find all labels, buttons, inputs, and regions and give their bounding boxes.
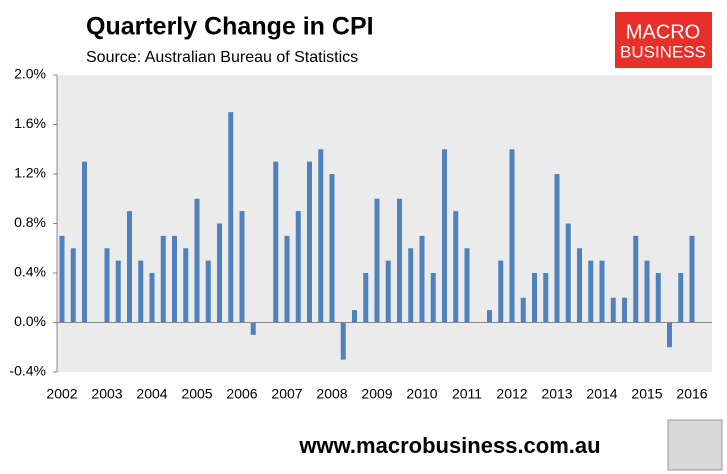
bar xyxy=(340,322,346,360)
bar xyxy=(453,211,459,323)
x-tick-label: 2008 xyxy=(316,386,347,402)
x-tick-label: 2013 xyxy=(541,386,572,402)
bar xyxy=(273,161,279,323)
bar xyxy=(70,248,76,323)
x-tick-label: 2015 xyxy=(631,386,662,402)
bar xyxy=(599,260,605,323)
bar xyxy=(318,149,324,323)
y-tick-label: 0.4% xyxy=(14,264,46,280)
plot-area xyxy=(57,75,712,372)
logo-box xyxy=(615,12,712,68)
bar xyxy=(667,322,672,348)
bar xyxy=(160,235,166,323)
y-tick-label: 2.0% xyxy=(14,66,46,82)
x-tick-label: 2003 xyxy=(91,386,122,402)
logo-text: MACRO xyxy=(626,21,700,43)
bar xyxy=(397,198,402,323)
bar xyxy=(138,260,144,323)
bar xyxy=(689,235,695,323)
x-tick-label: 2016 xyxy=(676,386,707,402)
bar xyxy=(419,235,425,323)
bar xyxy=(543,273,549,323)
bar xyxy=(194,198,200,323)
x-tick-label: 2002 xyxy=(46,386,77,402)
y-tick-label: 0.8% xyxy=(14,214,46,230)
bar xyxy=(678,273,684,323)
bar xyxy=(408,248,414,323)
logo: MACRO BUSINESS xyxy=(615,12,712,68)
bar xyxy=(149,273,155,323)
bar xyxy=(239,211,245,323)
x-tick-label: 2014 xyxy=(586,386,617,402)
y-tick-label: 1.6% xyxy=(14,115,46,131)
bar xyxy=(509,149,515,323)
bar xyxy=(172,235,177,323)
bar xyxy=(644,260,650,323)
bar xyxy=(577,248,582,323)
bar xyxy=(115,260,121,323)
bar xyxy=(610,297,616,323)
chart-subtitle: Source: Australian Bureau of Statistics xyxy=(86,49,358,66)
bar xyxy=(228,112,234,323)
bar xyxy=(565,223,571,323)
bar xyxy=(284,235,290,323)
bar xyxy=(59,235,65,323)
bar xyxy=(520,297,526,323)
bar xyxy=(329,174,335,323)
bar xyxy=(385,260,391,323)
x-tick-label: 2004 xyxy=(136,386,167,402)
x-tick-label: 2009 xyxy=(361,386,392,402)
bar xyxy=(655,273,661,323)
x-tick-label: 2010 xyxy=(406,386,437,402)
bar xyxy=(498,260,504,323)
bar xyxy=(250,322,256,335)
x-tick-label: 2006 xyxy=(226,386,257,402)
y-tick-label: 1.2% xyxy=(14,165,46,181)
bar xyxy=(127,211,132,323)
bar xyxy=(430,273,436,323)
logo-text: BUSINESS xyxy=(620,42,706,61)
y-tick-label: -0.4% xyxy=(9,363,46,379)
bar xyxy=(622,297,627,323)
x-tick-label: 2012 xyxy=(496,386,527,402)
bar xyxy=(183,248,189,323)
bar xyxy=(633,235,639,323)
bar xyxy=(295,211,301,323)
bar xyxy=(82,161,87,323)
bar xyxy=(217,223,222,323)
y-tick-label: 0.0% xyxy=(14,313,46,329)
footer-url: www.macrobusiness.com.au xyxy=(298,433,600,458)
x-tick-label: 2011 xyxy=(452,386,482,402)
x-tick-label: 2005 xyxy=(181,386,212,402)
bar xyxy=(363,273,369,323)
bar xyxy=(554,174,560,323)
bar xyxy=(588,260,594,323)
lynx-icon xyxy=(667,419,723,471)
bar xyxy=(532,273,537,323)
bar xyxy=(352,310,357,323)
bar xyxy=(205,260,211,323)
bar xyxy=(464,248,470,323)
bar xyxy=(442,149,447,323)
bar xyxy=(487,310,492,323)
bar xyxy=(374,198,380,323)
bar xyxy=(104,248,110,323)
chart-title: Quarterly Change in CPI xyxy=(86,13,374,41)
bar xyxy=(307,161,312,323)
x-tick-label: 2007 xyxy=(271,386,302,402)
